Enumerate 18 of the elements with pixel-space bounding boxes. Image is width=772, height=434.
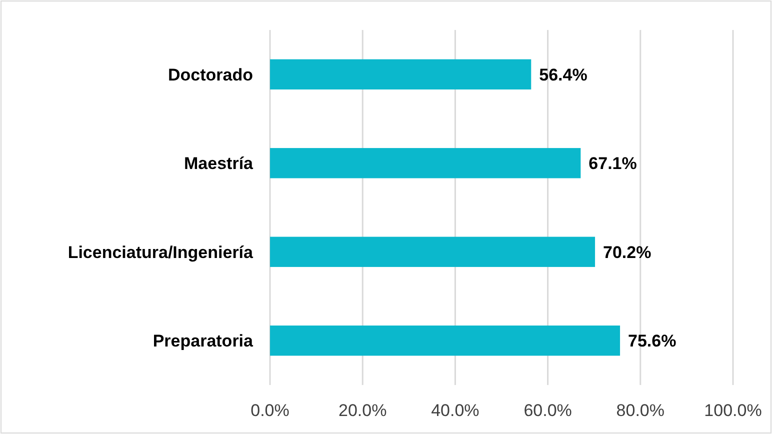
y-tick-label: Doctorado	[168, 65, 253, 84]
x-tick-label: 80.0%	[616, 400, 664, 420]
y-tick-label: Preparatoria	[152, 332, 254, 351]
data-label: 70.2%	[603, 242, 652, 262]
x-tick-label: 0.0%	[250, 400, 290, 420]
bar	[270, 59, 532, 90]
data-label: 75.6%	[628, 332, 676, 351]
bar	[270, 326, 620, 356]
bar	[270, 236, 596, 267]
x-tick-label: 60.0%	[524, 400, 572, 420]
x-tick-label: 20.0%	[338, 400, 387, 420]
y-tick-label: Licenciatura/Ingeniería	[68, 242, 254, 262]
x-tick-label: 40.0%	[431, 400, 480, 420]
data-label: 67.1%	[588, 154, 637, 174]
y-tick-label: Maestría	[184, 154, 254, 174]
bar	[270, 148, 581, 178]
x-tick-label: 100.0%	[704, 400, 762, 420]
data-label: 56.4%	[539, 65, 588, 84]
